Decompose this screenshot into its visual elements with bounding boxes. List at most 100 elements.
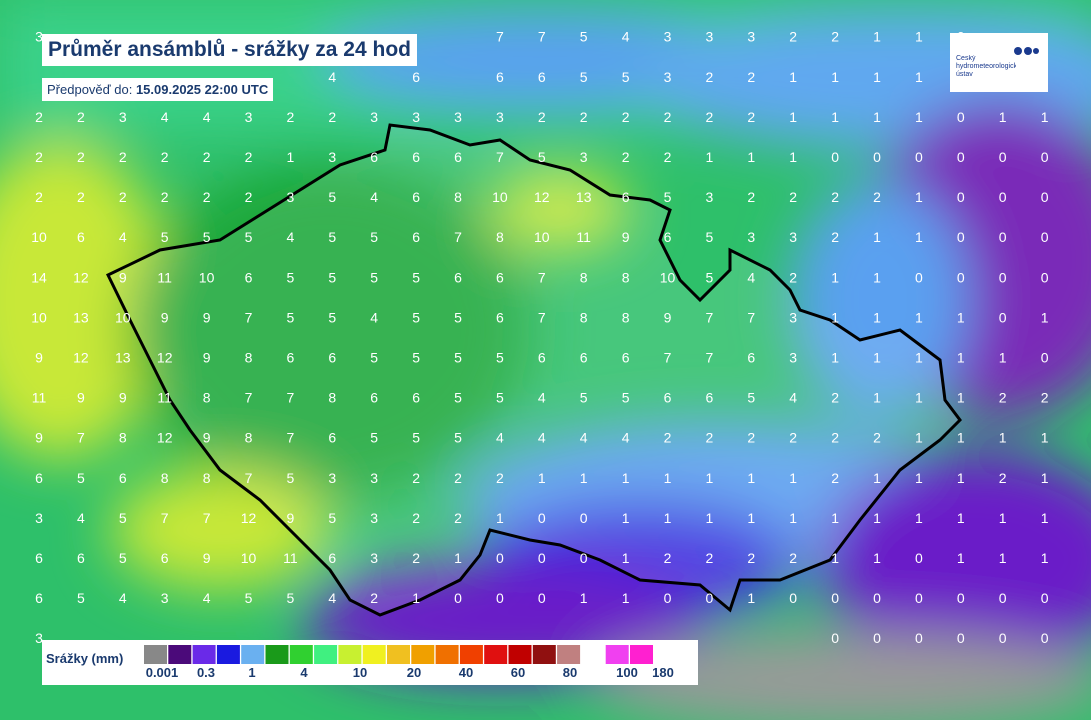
legend-swatch — [192, 645, 216, 664]
grid-value: 6 — [664, 229, 672, 245]
grid-value: 2 — [706, 430, 714, 446]
grid-value: 9 — [664, 309, 672, 325]
legend-title: Srážky (mm) — [46, 651, 123, 666]
grid-value: 0 — [873, 590, 881, 606]
grid-value: 5 — [580, 69, 588, 85]
grid-value: 0 — [1041, 630, 1049, 646]
grid-value: 4 — [580, 430, 588, 446]
grid-value: 3 — [328, 149, 336, 165]
grid-value: 1 — [915, 510, 923, 526]
grid-value: 1 — [538, 470, 546, 486]
grid-value: 9 — [622, 229, 630, 245]
grid-value: 6 — [328, 350, 336, 366]
grid-value: 1 — [706, 470, 714, 486]
grid-value: 6 — [538, 350, 546, 366]
grid-value: 2 — [77, 149, 85, 165]
grid-value: 3 — [496, 109, 504, 125]
grid-value: 2 — [203, 149, 211, 165]
grid-value: 2 — [496, 470, 504, 486]
grid-value: 2 — [77, 189, 85, 205]
grid-value: 8 — [245, 430, 253, 446]
grid-value: 0 — [999, 309, 1007, 325]
grid-value: 1 — [789, 470, 797, 486]
grid-value: 5 — [454, 390, 462, 406]
grid-value: 5 — [412, 430, 420, 446]
grid-value: 2 — [873, 430, 881, 446]
legend-label: 80 — [563, 665, 577, 680]
grid-value: 5 — [119, 510, 127, 526]
grid-value: 13 — [576, 189, 592, 205]
title: Průměr ansámblů - srážky za 24 hod — [42, 34, 417, 66]
grid-value: 2 — [161, 149, 169, 165]
grid-value: 0 — [915, 630, 923, 646]
grid-value: 6 — [412, 229, 420, 245]
grid-value: 5 — [622, 390, 630, 406]
grid-value: 6 — [245, 269, 253, 285]
grid-value: 2 — [831, 390, 839, 406]
grid-value: 1 — [957, 510, 965, 526]
legend-swatch — [557, 645, 581, 664]
grid-value: 1 — [789, 510, 797, 526]
grid-value: 4 — [370, 309, 378, 325]
grid-value: 1 — [789, 69, 797, 85]
legend-swatch — [508, 645, 532, 664]
grid-value: 2 — [999, 390, 1007, 406]
grid-value: 1 — [580, 590, 588, 606]
legend-swatch — [484, 645, 508, 664]
grid-value: 0 — [999, 590, 1007, 606]
grid-value: 9 — [77, 390, 85, 406]
grid-value: 1 — [873, 470, 881, 486]
legend-swatch — [581, 645, 605, 664]
grid-value: 3 — [245, 109, 253, 125]
grid-value: 2 — [706, 69, 714, 85]
grid-value: 5 — [496, 350, 504, 366]
legend-swatch — [387, 645, 410, 664]
grid-value: 1 — [999, 109, 1007, 125]
grid-value: 4 — [203, 109, 211, 125]
grid-value: 4 — [203, 590, 211, 606]
grid-value: 1 — [664, 510, 672, 526]
grid-value: 0 — [999, 229, 1007, 245]
grid-value: 5 — [203, 229, 211, 245]
grid-value: 1 — [831, 550, 839, 566]
country-border — [105, 123, 962, 617]
grid-value: 0 — [1041, 229, 1049, 245]
grid-value: 2 — [328, 109, 336, 125]
grid-value: 5 — [370, 430, 378, 446]
grid-value: 0 — [915, 590, 923, 606]
grid-value: 1 — [1041, 430, 1049, 446]
grid-value: 0 — [1041, 149, 1049, 165]
grid-value: 4 — [622, 29, 630, 45]
grid-value: 1 — [873, 309, 881, 325]
grid-value: 0 — [957, 630, 965, 646]
grid-value: 8 — [580, 309, 588, 325]
grid-value: 2 — [747, 69, 755, 85]
grid-value: 1 — [957, 309, 965, 325]
grid-value: 3 — [580, 149, 588, 165]
grid-value: 2 — [119, 149, 127, 165]
grid-value: 0 — [873, 630, 881, 646]
grid-value: 1 — [999, 350, 1007, 366]
legend-label: 20 — [407, 665, 421, 680]
legend-swatch — [289, 645, 313, 664]
grid-value: 7 — [496, 29, 504, 45]
grid-value: 5 — [538, 149, 546, 165]
grid-value: 5 — [328, 229, 336, 245]
grid-value: 1 — [747, 590, 755, 606]
grid-value: 2 — [245, 189, 253, 205]
legend-label: 4 — [300, 665, 308, 680]
grid-value: 0 — [831, 590, 839, 606]
grid-value: 3 — [328, 470, 336, 486]
grid-value: 6 — [664, 390, 672, 406]
grid-value: 1 — [622, 550, 630, 566]
grid-value: 1 — [706, 510, 714, 526]
grid-value: 2 — [287, 109, 295, 125]
grid-value: 0 — [957, 109, 965, 125]
grid-value: 5 — [454, 430, 462, 446]
grid-value: 0 — [789, 590, 797, 606]
grid-value: 6 — [706, 390, 714, 406]
grid-value: 5 — [328, 309, 336, 325]
grid-value: 12 — [73, 350, 89, 366]
